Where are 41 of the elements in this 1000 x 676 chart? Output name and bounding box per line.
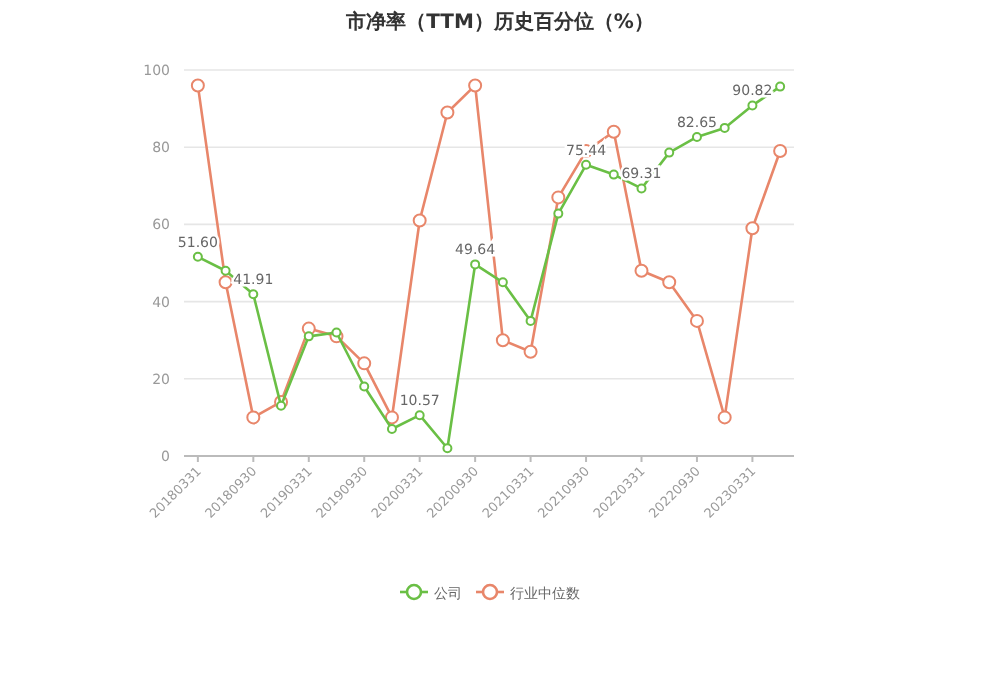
point [717,410,732,425]
point [190,78,205,93]
point [608,169,619,180]
point [689,313,704,328]
point [497,277,508,288]
point [662,275,677,290]
point [606,124,621,139]
point [634,263,649,278]
point [359,381,370,392]
point [442,443,453,454]
point [192,251,203,262]
point [386,423,397,434]
point [384,410,399,425]
point [636,183,647,194]
point [303,331,314,342]
point [470,259,481,270]
point [664,147,675,158]
point [220,265,231,276]
point [775,81,786,92]
point [495,333,510,348]
point [581,159,592,170]
point [553,208,564,219]
point [773,144,788,159]
point [691,131,702,142]
point [747,100,758,111]
point [551,190,566,205]
chart-title: 市净率（TTM）历史百分位（%） [344,10,654,34]
point [414,410,425,421]
point [276,400,287,411]
point [331,327,342,338]
point [468,78,483,93]
point [412,213,427,228]
point [719,122,730,133]
point [218,275,233,290]
point [357,356,372,371]
point [248,289,259,300]
point [525,315,536,326]
point [523,344,538,359]
point [440,105,455,120]
point [246,410,261,425]
point [745,221,760,236]
